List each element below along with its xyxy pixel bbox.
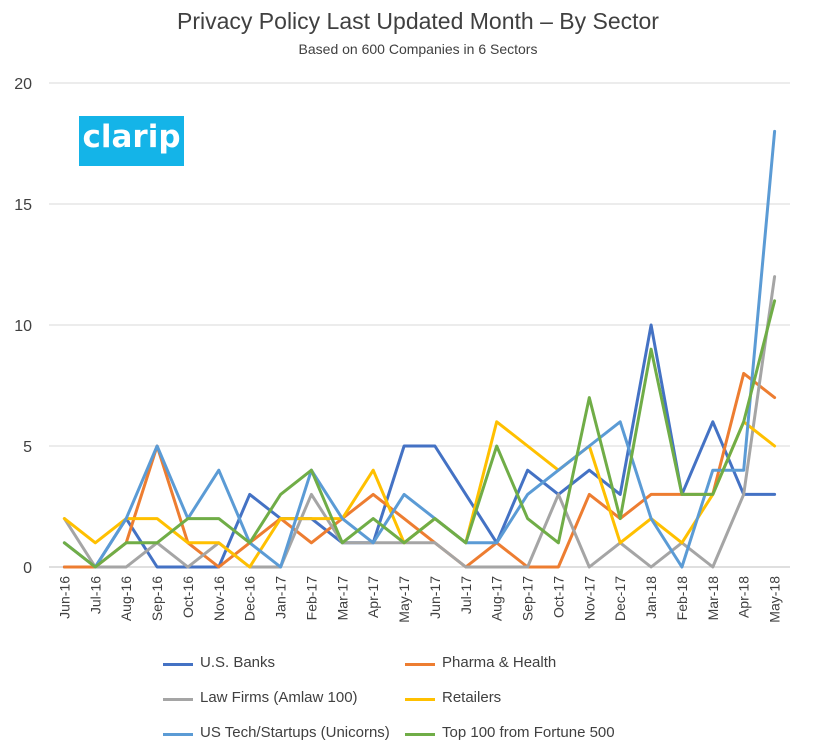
y-tick-label: 15 bbox=[14, 197, 32, 214]
x-axis-ticks: Jun-16 Jul-16 Aug-16 Sep-16 Oct-16 Nov-16 Dec-… bbox=[56, 576, 782, 623]
x-tick-label: Sep-16 bbox=[149, 576, 165, 621]
x-tick-label: Oct-16 bbox=[180, 576, 196, 618]
series-line-law-firms-amlaw-100 bbox=[62, 275, 777, 569]
chart-title: Privacy Policy Last Updated Month – By S… bbox=[177, 8, 659, 34]
x-tick-label: Feb-18 bbox=[674, 576, 690, 621]
x-tick-label: Dec-17 bbox=[612, 576, 628, 621]
x-tick-label: Dec-16 bbox=[242, 576, 258, 621]
x-tick-label: Jul-17 bbox=[458, 576, 474, 614]
x-tick-label: Jul-16 bbox=[87, 576, 103, 614]
y-axis-ticks: 0 5 10 15 20 bbox=[14, 76, 32, 577]
x-tick-label: Jan-17 bbox=[273, 576, 289, 619]
series-line-top-100-from-fortune-500 bbox=[62, 299, 777, 569]
x-tick-label: Jun-17 bbox=[427, 576, 443, 619]
x-tick-label: Oct-17 bbox=[550, 576, 566, 618]
x-tick-label: May-17 bbox=[396, 576, 412, 623]
y-tick-label: 20 bbox=[14, 76, 32, 93]
x-tick-label: May-18 bbox=[767, 576, 783, 623]
x-tick-label: Feb-17 bbox=[303, 576, 319, 621]
x-tick-label: Apr-17 bbox=[365, 576, 381, 618]
clarip-logo: clarip bbox=[79, 116, 184, 166]
logo-text: clarip bbox=[82, 119, 181, 155]
x-tick-label: Nov-17 bbox=[581, 576, 597, 621]
x-tick-label: Mar-18 bbox=[705, 576, 721, 621]
y-tick-label: 10 bbox=[14, 318, 32, 335]
x-tick-label: Nov-16 bbox=[211, 576, 227, 621]
x-tick-label: Apr-18 bbox=[736, 576, 752, 618]
y-tick-label: 5 bbox=[23, 439, 32, 456]
x-tick-label: Sep-17 bbox=[520, 576, 536, 621]
x-tick-label: Aug-17 bbox=[489, 576, 505, 621]
series-line-pharma-health bbox=[62, 371, 777, 569]
chart-subtitle: Based on 600 Companies in 6 Sectors bbox=[298, 41, 538, 57]
series-line-us-tech-startups-unicorns bbox=[62, 129, 777, 569]
x-tick-label: Mar-17 bbox=[334, 576, 350, 621]
x-tick-label: Aug-16 bbox=[118, 576, 134, 621]
x-tick-label: Jan-18 bbox=[643, 576, 659, 619]
series-lines bbox=[62, 129, 777, 569]
x-tick-label: Jun-16 bbox=[56, 576, 72, 619]
series-line-u-s-banks bbox=[62, 323, 777, 569]
y-tick-label: 0 bbox=[23, 560, 32, 577]
